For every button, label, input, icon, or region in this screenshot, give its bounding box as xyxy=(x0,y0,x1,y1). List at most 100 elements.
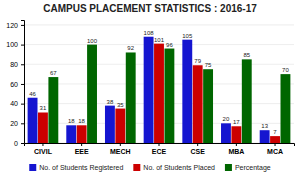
data-label: 85 xyxy=(243,52,250,58)
bar xyxy=(28,98,38,143)
tick: 80 xyxy=(10,61,24,68)
bar xyxy=(164,49,174,143)
tick-mark xyxy=(21,84,24,85)
tick-label: ECE xyxy=(152,148,167,155)
bar xyxy=(270,136,280,143)
title: CAMPUS PLACEMENT STATISTICS : 2016-17 xyxy=(43,3,257,14)
bar xyxy=(66,125,76,143)
tick-mark xyxy=(21,104,24,105)
bar-series xyxy=(28,37,270,143)
data-label: 70 xyxy=(282,67,289,73)
data-label: 20 xyxy=(223,116,230,122)
bars xyxy=(28,37,291,143)
tick-label: CIVIL xyxy=(34,148,53,155)
bar xyxy=(87,45,97,143)
tick-label: CSE xyxy=(190,148,205,155)
tick-label: MECH xyxy=(110,148,131,155)
bar xyxy=(126,52,136,143)
tick-label: MCA xyxy=(267,148,283,155)
legend-item: Percentage xyxy=(225,164,271,172)
tick: MBA xyxy=(228,143,244,155)
tick-mark xyxy=(81,143,82,146)
data-label: 13 xyxy=(261,123,268,129)
data-label: 79 xyxy=(194,58,201,64)
legend: No. of Students Registered No. of Student… xyxy=(29,164,271,172)
tick-mark xyxy=(236,143,237,146)
tick: ECE xyxy=(152,143,167,155)
tick: CIVIL xyxy=(34,143,53,155)
data-label: 35 xyxy=(117,102,124,108)
bar xyxy=(144,37,154,143)
tick: 40 xyxy=(10,100,24,107)
tick-mark xyxy=(21,25,24,26)
legend-label: No. of Students Registered xyxy=(39,164,123,172)
y-axis: 0 20 40 60 80 100 120 xyxy=(6,21,24,147)
tick: 100 xyxy=(6,41,24,48)
axis-line xyxy=(21,21,25,144)
bar xyxy=(231,126,241,143)
legend-item: No. of Students Placed xyxy=(133,164,215,171)
tick-label: 60 xyxy=(10,81,18,88)
tick-label: 100 xyxy=(6,41,18,48)
bar xyxy=(203,69,213,143)
bar xyxy=(193,65,203,143)
tick: 120 xyxy=(6,22,24,29)
tick-label: 20 xyxy=(10,120,18,127)
tick-mark xyxy=(21,45,24,46)
tick: 60 xyxy=(10,81,24,88)
data-label: 108 xyxy=(144,30,155,36)
data-label: 31 xyxy=(40,105,47,111)
bar xyxy=(115,109,125,143)
bar xyxy=(48,77,58,143)
data-labels: 4618381081052013311835101791776710092967… xyxy=(29,30,289,135)
data-label: 46 xyxy=(29,91,36,97)
legend-swatch xyxy=(225,164,232,171)
chart: 4618381081052013311835101791776710092967… xyxy=(0,0,300,175)
tick-mark xyxy=(120,143,121,146)
axis-line xyxy=(25,144,295,147)
data-label: 92 xyxy=(127,45,134,51)
tick: 0 xyxy=(14,140,24,147)
tick: MCA xyxy=(267,143,283,155)
bar-series xyxy=(48,45,290,143)
x-axis: CIVIL EEE MECH ECE CSE MBA MCA xyxy=(25,143,295,155)
bar-series xyxy=(38,44,280,143)
data-label: 101 xyxy=(154,37,165,43)
tick: EEE xyxy=(75,143,89,155)
legend-label: Percentage xyxy=(235,164,271,172)
bar xyxy=(260,130,270,143)
bar xyxy=(182,40,192,143)
tick-label: EEE xyxy=(75,148,89,155)
data-label: 75 xyxy=(205,62,212,68)
tick-label: MBA xyxy=(228,148,244,155)
legend-swatch xyxy=(29,164,36,171)
tick-label: 120 xyxy=(6,22,18,29)
bar xyxy=(221,123,231,143)
tick-mark xyxy=(197,143,198,146)
data-label: 96 xyxy=(166,42,173,48)
data-label: 17 xyxy=(233,119,240,125)
tick-mark xyxy=(21,64,24,65)
bar xyxy=(154,44,164,143)
data-label: 67 xyxy=(50,70,57,76)
tick-mark xyxy=(21,123,24,124)
tick: 20 xyxy=(10,120,24,127)
grid-line xyxy=(24,24,294,25)
grid xyxy=(24,25,294,143)
tick-mark xyxy=(21,143,24,144)
tick-label: 0 xyxy=(14,140,18,147)
tick-mark xyxy=(42,143,43,146)
data-label: 18 xyxy=(68,118,75,124)
tick: CSE xyxy=(190,143,205,155)
tick: MECH xyxy=(110,143,131,155)
data-label: 105 xyxy=(182,33,193,39)
tick-mark xyxy=(159,143,160,146)
bar xyxy=(281,74,291,143)
bar xyxy=(77,125,87,143)
legend-swatch xyxy=(133,164,140,171)
tick-mark xyxy=(275,143,276,146)
tick-label: 80 xyxy=(10,61,18,68)
bar xyxy=(105,106,115,143)
data-label: 7 xyxy=(273,129,277,135)
data-label: 18 xyxy=(78,118,85,124)
